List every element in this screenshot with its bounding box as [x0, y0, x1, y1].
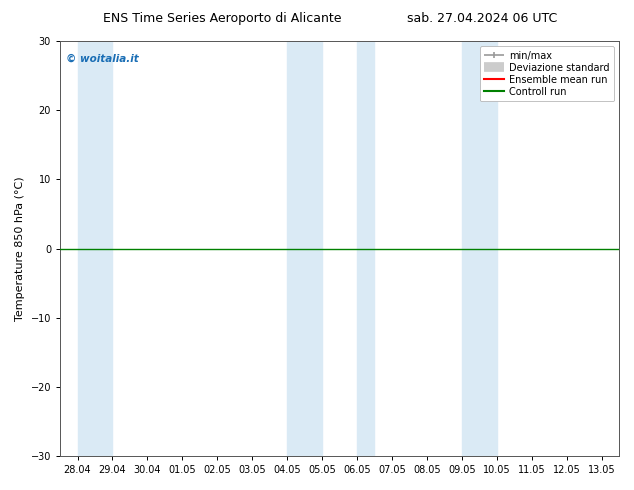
Y-axis label: Temperature 850 hPa (°C): Temperature 850 hPa (°C) [15, 176, 25, 321]
Bar [357, 41, 375, 456]
Text: ENS Time Series Aeroporto di Alicante: ENS Time Series Aeroporto di Alicante [103, 12, 341, 25]
Bar [462, 41, 496, 456]
Bar [287, 41, 322, 456]
Bar [77, 41, 112, 456]
Text: sab. 27.04.2024 06 UTC: sab. 27.04.2024 06 UTC [407, 12, 557, 25]
Legend: min/max, Deviazione standard, Ensemble mean run, Controll run: min/max, Deviazione standard, Ensemble m… [479, 46, 614, 101]
Text: © woitalia.it: © woitalia.it [66, 53, 138, 64]
